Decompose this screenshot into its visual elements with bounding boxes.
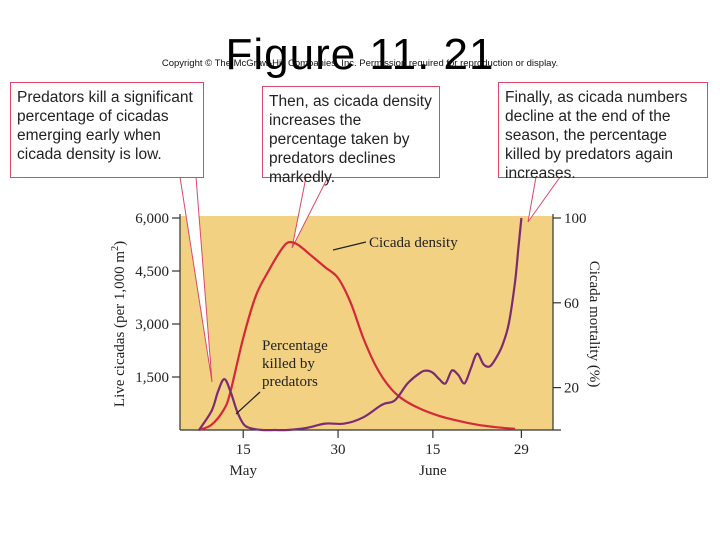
x-tick-label: 15 (425, 442, 440, 458)
copyright-notice: Copyright © The McGraw-Hill Companies, I… (161, 58, 559, 69)
y-left-axis-title-end: ) (112, 241, 128, 246)
y-right-axis-title: Cicada mortality (%) (586, 261, 602, 388)
x-tick-label: 29 (514, 442, 529, 458)
left-tick-label: 4,500 (135, 264, 169, 280)
mortality-series-label-line: Percentage (262, 338, 328, 354)
callout-pointer-3 (527, 176, 561, 223)
callout-peak-density: Then, as cicada density increases the pe… (262, 86, 440, 186)
left-tick-label: 6,000 (135, 211, 169, 227)
plot-panel (180, 216, 553, 430)
x-tick-label: 15 (236, 442, 251, 458)
axes: 6,000 4,500 3,000 1,500 100 60 20 15 30 15 29 May Ju… (110, 211, 602, 479)
density-label-leader (332, 241, 367, 251)
month-label: June (419, 463, 447, 479)
left-tick-label: 1,500 (135, 370, 169, 386)
right-tick-label: 20 (564, 381, 579, 397)
y-left-axis-title: Live cicadas (per 1,000 m2) (110, 241, 128, 407)
y-left-axis-title-main: Live cicadas (per 1,000 m (112, 251, 128, 408)
slide-title: Figure 11. 21 (225, 30, 495, 79)
right-tick-label: 60 (564, 296, 579, 312)
series-line-cicada-density (198, 240, 516, 432)
callout-late-season: Finally, as cicada numbers decline at th… (498, 82, 708, 182)
mortality-label-leader (235, 391, 261, 415)
left-tick-label: 3,000 (135, 317, 169, 333)
mortality-series-label-line: killed by (262, 356, 315, 372)
right-tick-label: 100 (564, 211, 587, 227)
y-left-axis-title-superscript: 2 (110, 246, 121, 251)
month-label: May (229, 463, 257, 479)
mortality-series-label-line: predators (262, 374, 318, 390)
series-line-predation-mortality (198, 217, 523, 432)
series-group (198, 217, 523, 432)
density-series-label: Cicada density (369, 235, 458, 251)
callout-early-season: Predators kill a significant percentage … (10, 82, 204, 178)
annotations: Cicada density Percentage killed by predato… (235, 235, 458, 415)
x-tick-label: 30 (331, 442, 346, 458)
